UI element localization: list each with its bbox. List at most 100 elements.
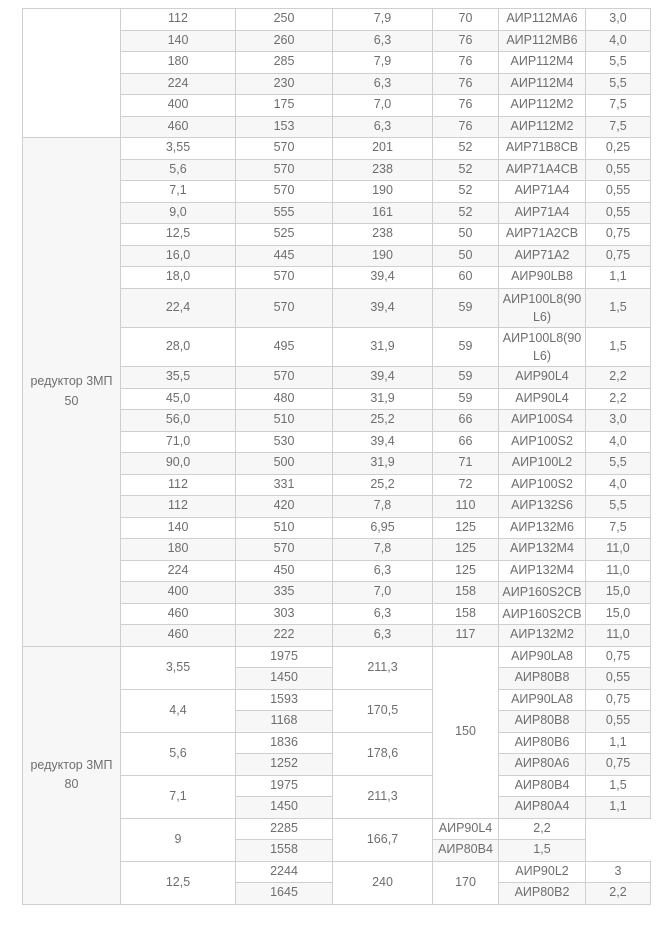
rpm-cell: 175 (235, 94, 333, 117)
torque-cell: 6,3 (332, 602, 433, 625)
power-cell: 5,5 (585, 452, 651, 475)
rpm-cell: 153 (235, 115, 333, 138)
mass-cell: 52 (432, 201, 499, 224)
torque-cell: 201 (332, 137, 433, 160)
power-cell: 0,75 (585, 753, 651, 776)
power-cell: 0,75 (585, 688, 651, 711)
power-cell: 4,0 (585, 29, 651, 52)
rpm-cell: 335 (235, 581, 333, 604)
motor-cell: АИР100S4 (498, 409, 586, 432)
power-cell: 1,1 (585, 731, 651, 754)
table-row: 71,0 530 39,4 66 АИР100S2 4,0 (23, 430, 651, 453)
torque-cell: 31,9 (332, 452, 433, 475)
mass-cell: 76 (432, 72, 499, 95)
reducer-name-cell: редуктор 3МП 80 (22, 645, 121, 905)
ratio-cell: 460 (120, 602, 236, 625)
ratio-cell: 12,5 (120, 223, 236, 246)
ratio-cell: 35,5 (120, 366, 236, 389)
motor-cell: АИР71B8СВ (498, 137, 586, 160)
motor-cell: АИР90L2 (498, 860, 586, 883)
power-cell: 4,0 (585, 430, 651, 453)
table-row: 7,1 570 190 52 АИР71A4 0,55 (23, 180, 651, 203)
table-row: 16,0 445 190 50 АИР71A2 0,75 (23, 244, 651, 267)
motor-cell: АИР100S2 (498, 430, 586, 453)
table-row: 224 450 6,3 125 АИР132М4 11,0 (23, 559, 651, 582)
torque-cell: 240 (332, 860, 433, 905)
mass-cell: 110 (432, 495, 499, 518)
rpm-cell: 2285 (235, 817, 333, 840)
rpm-cell: 570 (235, 366, 333, 389)
power-cell: 0,25 (585, 137, 651, 160)
power-cell: 15,0 (585, 581, 651, 604)
ratio-cell: 7,1 (120, 180, 236, 203)
mass-cell: 60 (432, 266, 499, 289)
rpm-cell: 2244 (235, 860, 333, 883)
mass-cell: 59 (432, 326, 499, 368)
mass-cell: 125 (432, 516, 499, 539)
torque-cell: 211,3 (332, 774, 433, 819)
ratio-cell: 22,4 (120, 287, 236, 328)
table-row: 5,6 570 238 52 АИР71A4СВ 0,55 (23, 158, 651, 181)
reducer-name-cell-empty (22, 8, 121, 138)
rpm-cell: 1975 (235, 645, 333, 668)
mass-cell: 158 (432, 581, 499, 604)
mass-cell: 52 (432, 158, 499, 181)
torque-cell: 25,2 (332, 409, 433, 432)
power-cell: 3,0 (585, 409, 651, 432)
table-row: 112 420 7,8 110 АИР132S6 5,5 (23, 495, 651, 518)
table-body: 112 250 7,9 70 АИР112МА6 3,0 140 260 6,3 76 АИР112… (22, 8, 651, 905)
rpm-cell: 510 (235, 516, 333, 539)
table-row: 90,0 500 31,9 71 АИР100L2 5,5 (23, 452, 651, 475)
motor-cell: АИР160S2СВ (498, 581, 586, 604)
rpm-cell: 570 (235, 158, 333, 181)
rpm-cell: 331 (235, 473, 333, 496)
torque-cell: 238 (332, 158, 433, 181)
rpm-cell: 495 (235, 326, 333, 368)
motor-cell: АИР71A2СВ (498, 223, 586, 246)
rpm-cell: 1593 (235, 688, 333, 711)
motor-cell: АИР100L8(90L6) (498, 326, 586, 368)
power-cell: 1,1 (585, 796, 651, 819)
table-row: 1450 АИР80A4 1,1 (23, 796, 651, 819)
rpm-cell: 250 (235, 8, 333, 31)
table-row: 460 303 6,3 158 АИР160S2СВ 15,0 (23, 602, 651, 625)
motor-cell: АИР80A6 (498, 753, 586, 776)
rpm-cell: 1168 (235, 710, 333, 733)
power-cell: 0,55 (585, 667, 651, 690)
ratio-cell: 400 (120, 94, 236, 117)
mass-cell: 170 (432, 860, 499, 905)
ratio-cell: 9 (120, 817, 236, 862)
table-row: 1645 АИР80B2 2,2 (23, 882, 651, 905)
torque-cell: 39,4 (332, 287, 433, 328)
table-row: 112 331 25,2 72 АИР100S2 4,0 (23, 473, 651, 496)
motor-cell: АИР71A4 (498, 180, 586, 203)
torque-cell: 6,3 (332, 29, 433, 52)
ratio-cell: 180 (120, 51, 236, 74)
motor-cell: АИР100L2 (498, 452, 586, 475)
table-row: редуктор 3МП 80 3,55 1975 211,3 150 АИР90LA8 0… (22, 645, 651, 905)
table-row: 180 285 7,9 76 АИР112М4 5,5 (23, 51, 651, 74)
ratio-cell: 16,0 (120, 244, 236, 267)
ratio-cell: 28,0 (120, 326, 236, 368)
table-row: 56,0 510 25,2 66 АИР100S4 3,0 (23, 409, 651, 432)
torque-cell: 31,9 (332, 387, 433, 410)
power-cell: 2,2 (585, 882, 651, 905)
power-cell: 0,55 (585, 710, 651, 733)
power-cell: 0,75 (585, 244, 651, 267)
motor-cell: АИР90LA8 (498, 645, 586, 668)
torque-cell: 7,0 (332, 94, 433, 117)
rpm-cell: 570 (235, 180, 333, 203)
rpm-cell: 222 (235, 624, 333, 647)
ratio-cell: 112 (120, 473, 236, 496)
mass-cell: 59 (432, 287, 499, 328)
mass-cell: 50 (432, 244, 499, 267)
table-row: 1168 АИР80B8 0,55 (23, 710, 651, 733)
ratio-cell: 460 (120, 115, 236, 138)
power-cell: 5,5 (585, 51, 651, 74)
power-cell: 4,0 (585, 473, 651, 496)
rpm-cell: 525 (235, 223, 333, 246)
table-row: 140 260 6,3 76 АИР112МВ6 4,0 (23, 29, 651, 52)
motor-cell: АИР71A2 (498, 244, 586, 267)
table-row: 9 2285 166,7 АИР90L4 2,2 (23, 817, 651, 862)
